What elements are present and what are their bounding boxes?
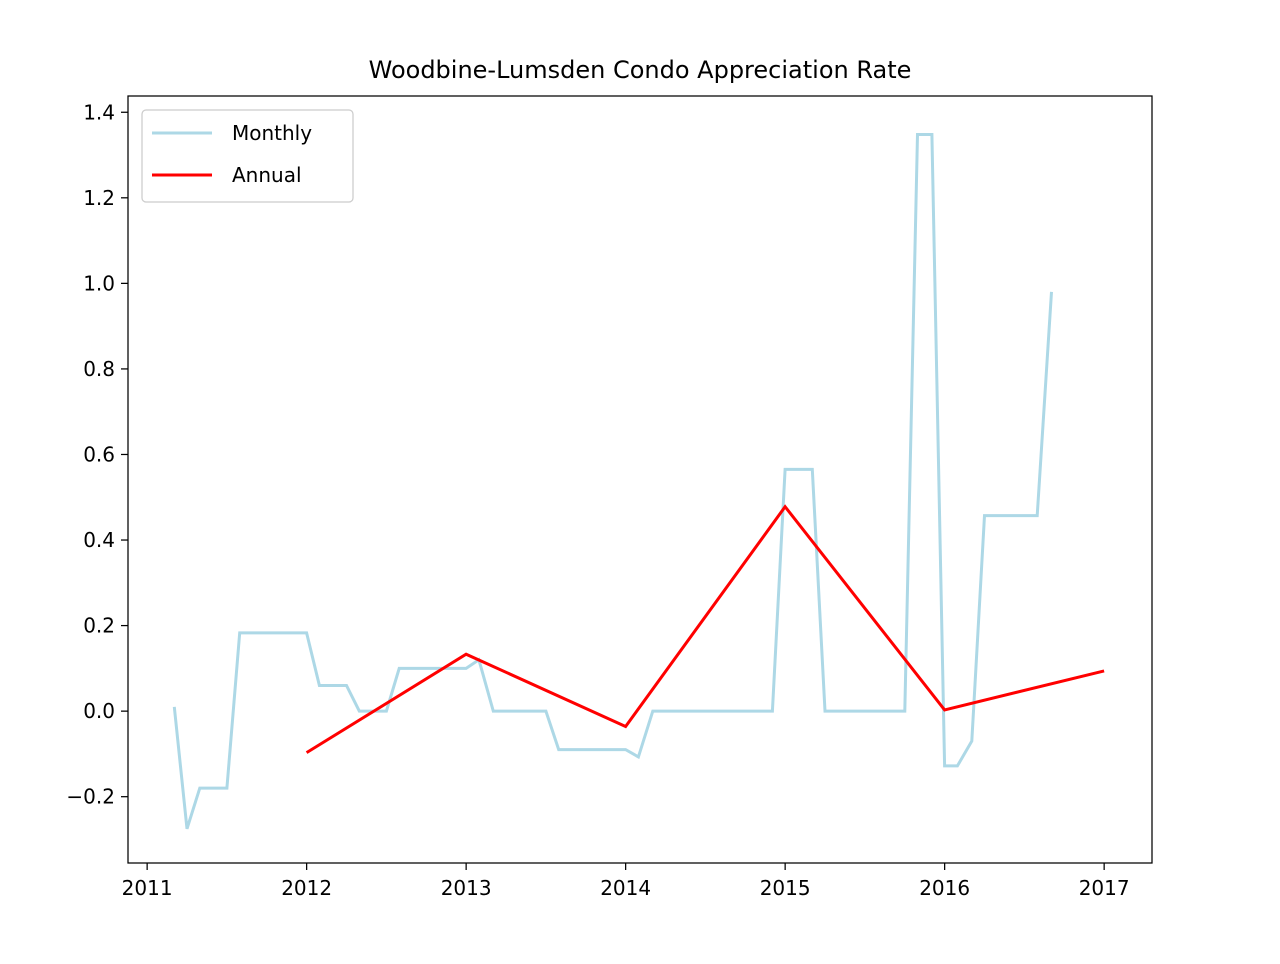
series-line-monthly (172, 133, 1053, 830)
x-tick-label: 2012 (281, 876, 332, 900)
x-tick-label: 2014 (600, 876, 651, 900)
y-tick-label: 0.2 (83, 614, 115, 638)
y-tick-label: 0.6 (83, 442, 115, 466)
y-tick-label: 1.4 (83, 100, 115, 124)
series-line-annual (305, 504, 1105, 754)
y-axis: −0.2 0.0 0.2 0.4 0.6 0.8 1.0 1.2 1.4 (66, 100, 128, 809)
x-tick-label: 2011 (122, 876, 173, 900)
y-tick-label: −0.2 (66, 785, 115, 809)
y-tick-label: 0.8 (83, 357, 115, 381)
legend-label-monthly: Monthly (232, 121, 312, 145)
y-tick-label: 0.0 (83, 699, 115, 723)
series-layer (172, 133, 1105, 830)
x-tick-label: 2016 (919, 876, 970, 900)
y-tick-label: 1.2 (83, 186, 115, 210)
x-tick-label: 2017 (1079, 876, 1130, 900)
x-tick-label: 2013 (441, 876, 492, 900)
x-tick-label: 2015 (760, 876, 811, 900)
plot-frame (127, 95, 1153, 864)
chart-title: Woodbine-Lumsden Condo Appreciation Rate (369, 56, 912, 84)
y-tick-label: 0.4 (83, 528, 115, 552)
y-tick-label: 1.0 (83, 271, 115, 295)
x-axis: 2011 2012 2013 2014 2015 2016 2017 (122, 863, 1130, 900)
legend-label-annual: Annual (232, 163, 302, 187)
legend: Monthly Annual (141, 109, 354, 203)
